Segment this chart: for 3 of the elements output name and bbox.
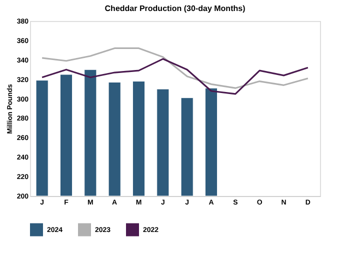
line-series xyxy=(41,58,309,95)
line-series xyxy=(41,47,309,89)
chart-title: Cheddar Production (30-day Months) xyxy=(104,4,246,13)
